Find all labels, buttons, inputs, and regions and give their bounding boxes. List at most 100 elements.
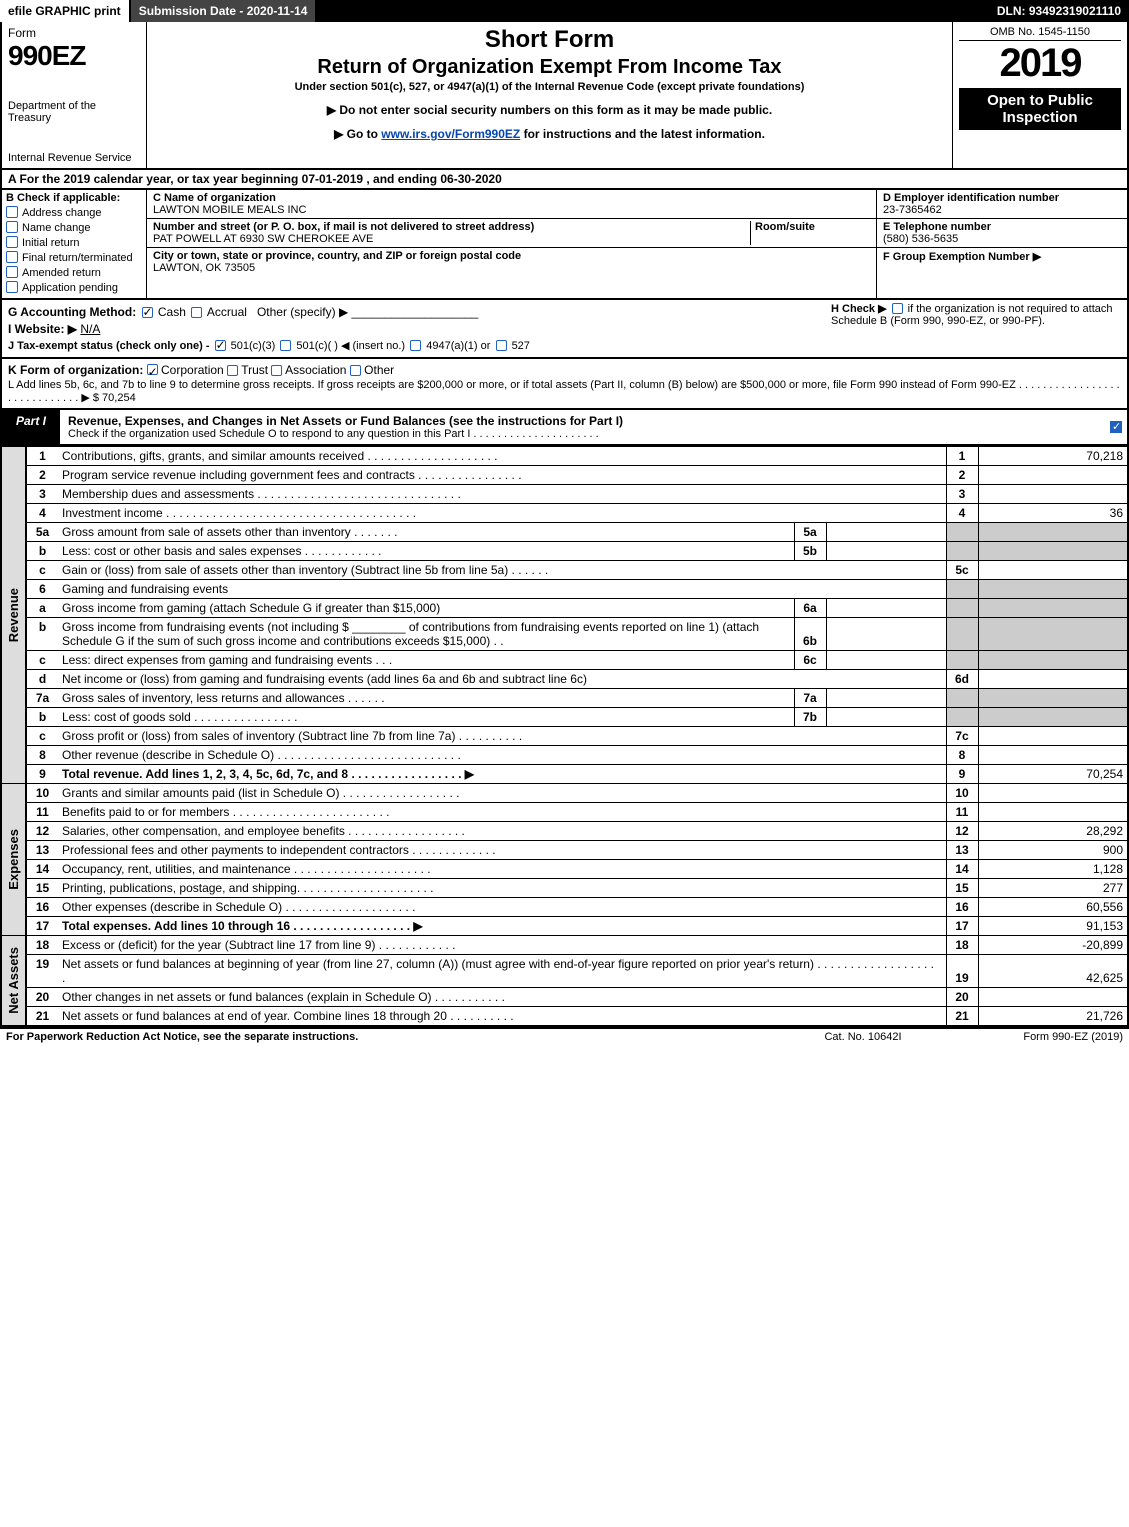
l6a-num: a: [26, 599, 58, 618]
l19-rnum: 19: [946, 955, 978, 988]
l6b-rnum: [946, 618, 978, 651]
l11-rnum: 11: [946, 803, 978, 822]
l12-value: 28,292: [978, 822, 1128, 841]
l10-desc: Grants and similar amounts paid (list in…: [58, 784, 946, 803]
chk-address-change[interactable]: Address change: [6, 206, 142, 219]
chk-other[interactable]: [350, 365, 361, 376]
irs-link[interactable]: www.irs.gov/Form990EZ: [381, 127, 520, 141]
title-return: Return of Organization Exempt From Incom…: [153, 56, 946, 79]
chk-name-change[interactable]: Name change: [6, 221, 142, 234]
l6d-num: d: [26, 670, 58, 689]
l20-num: 20: [26, 988, 58, 1007]
l7c-rnum: 7c: [946, 727, 978, 746]
chk-initial-return[interactable]: Initial return: [6, 236, 142, 249]
chk-trust[interactable]: [227, 365, 238, 376]
city-cell: City or town, state or province, country…: [147, 248, 876, 276]
g-other: Other (specify) ▶: [257, 305, 348, 319]
row-a-tax-year: A For the 2019 calendar year, or tax yea…: [0, 170, 1129, 190]
l2-desc: Program service revenue including govern…: [58, 466, 946, 485]
l5a-rval: [978, 523, 1128, 542]
efile-link[interactable]: efile GRAPHIC print: [0, 0, 131, 22]
l7a-subnum: 7a: [794, 689, 826, 708]
org-name-cell: C Name of organization LAWTON MOBILE MEA…: [147, 190, 876, 219]
part1-schedule-o-check: [1105, 410, 1127, 444]
title-short-form: Short Form: [153, 26, 946, 54]
chk-association[interactable]: [271, 365, 282, 376]
l6d-value: [978, 670, 1128, 689]
row-ghij: H Check ▶ if the organization is not req…: [0, 300, 1129, 359]
l7c-value: [978, 727, 1128, 746]
l3-desc: Membership dues and assessments . . . . …: [58, 485, 946, 504]
l9-desc: Total revenue. Add lines 1, 2, 3, 4, 5c,…: [58, 765, 946, 784]
phone-label: E Telephone number: [883, 221, 991, 233]
chk-527[interactable]: [496, 340, 507, 351]
l14-desc: Occupancy, rent, utilities, and maintena…: [58, 860, 946, 879]
l4-num: 4: [26, 504, 58, 523]
l4-desc: Investment income . . . . . . . . . . . …: [58, 504, 946, 523]
l18-rnum: 18: [946, 936, 978, 955]
line-h: H Check ▶ if the organization is not req…: [831, 302, 1121, 327]
l9-rnum: 9: [946, 765, 978, 784]
l7a-desc: Gross sales of inventory, less returns a…: [58, 689, 794, 708]
l20-value: [978, 988, 1128, 1007]
col-b-header: B Check if applicable:: [6, 192, 142, 204]
l17-rnum: 17: [946, 917, 978, 936]
open-to-public: Open to Public Inspection: [959, 88, 1121, 130]
l2-num: 2: [26, 466, 58, 485]
chk-amended-return[interactable]: Amended return: [6, 266, 142, 279]
l8-rnum: 8: [946, 746, 978, 765]
l7b-rnum: [946, 708, 978, 727]
l9-num: 9: [26, 765, 58, 784]
l6d-desc: Net income or (loss) from gaming and fun…: [58, 670, 946, 689]
l5a-desc: Gross amount from sale of assets other t…: [58, 523, 794, 542]
l5c-desc: Gain or (loss) from sale of assets other…: [58, 561, 946, 580]
l20-desc: Other changes in net assets or fund bala…: [58, 988, 946, 1007]
l5b-num: b: [26, 542, 58, 561]
h-label: H Check ▶: [831, 303, 890, 315]
l3-num: 3: [26, 485, 58, 504]
l18-num: 18: [26, 936, 58, 955]
l4-rnum: 4: [946, 504, 978, 523]
l10-num: 10: [26, 784, 58, 803]
arrow2-pre: ▶ Go to: [334, 127, 381, 141]
chk-application-pending[interactable]: Application pending: [6, 281, 142, 294]
part1-tab: Part I: [2, 410, 60, 444]
k-association: Association: [285, 363, 346, 377]
l6b-num: b: [26, 618, 58, 651]
l5c-rnum: 5c: [946, 561, 978, 580]
side-net-assets: Net Assets: [1, 936, 26, 1027]
header-right: OMB No. 1545-1150 2019 Open to Public In…: [952, 22, 1127, 168]
l9-value: 70,254: [978, 765, 1128, 784]
ein-cell: D Employer identification number 23-7365…: [877, 190, 1127, 219]
j-501c: 501(c)( ) ◀ (insert no.): [296, 340, 405, 352]
l8-value: [978, 746, 1128, 765]
l13-rnum: 13: [946, 841, 978, 860]
l6-rnum: [946, 580, 978, 599]
chk-501c[interactable]: [280, 340, 291, 351]
col-c-org: C Name of organization LAWTON MOBILE MEA…: [147, 190, 877, 298]
l11-value: [978, 803, 1128, 822]
l6a-rval: [978, 599, 1128, 618]
chk-corporation[interactable]: ✓: [147, 364, 158, 375]
street-label: Number and street (or P. O. box, if mail…: [153, 221, 534, 233]
chk-schedule-o[interactable]: [1110, 421, 1122, 433]
chk-501c3[interactable]: [215, 340, 226, 351]
l7a-rnum: [946, 689, 978, 708]
line-j: J Tax-exempt status (check only one) - 5…: [8, 339, 1121, 352]
chk-cash[interactable]: [142, 307, 153, 318]
l16-value: 60,556: [978, 898, 1128, 917]
dept-treasury: Department of the Treasury: [8, 100, 140, 124]
l7c-num: c: [26, 727, 58, 746]
arrow2-post: for instructions and the latest informat…: [520, 127, 765, 141]
l6b-rval: [978, 618, 1128, 651]
l6b-subval: [826, 618, 946, 651]
chk-final-return[interactable]: Final return/terminated: [6, 251, 142, 264]
chk-accrual[interactable]: [191, 307, 202, 318]
chk-4947[interactable]: [410, 340, 421, 351]
j-527: 527: [512, 340, 530, 352]
l19-num: 19: [26, 955, 58, 988]
l1-num: 1: [26, 447, 58, 466]
chk-h[interactable]: [892, 303, 903, 314]
j-4947: 4947(a)(1) or: [426, 340, 490, 352]
footer-left: For Paperwork Reduction Act Notice, see …: [6, 1031, 783, 1043]
